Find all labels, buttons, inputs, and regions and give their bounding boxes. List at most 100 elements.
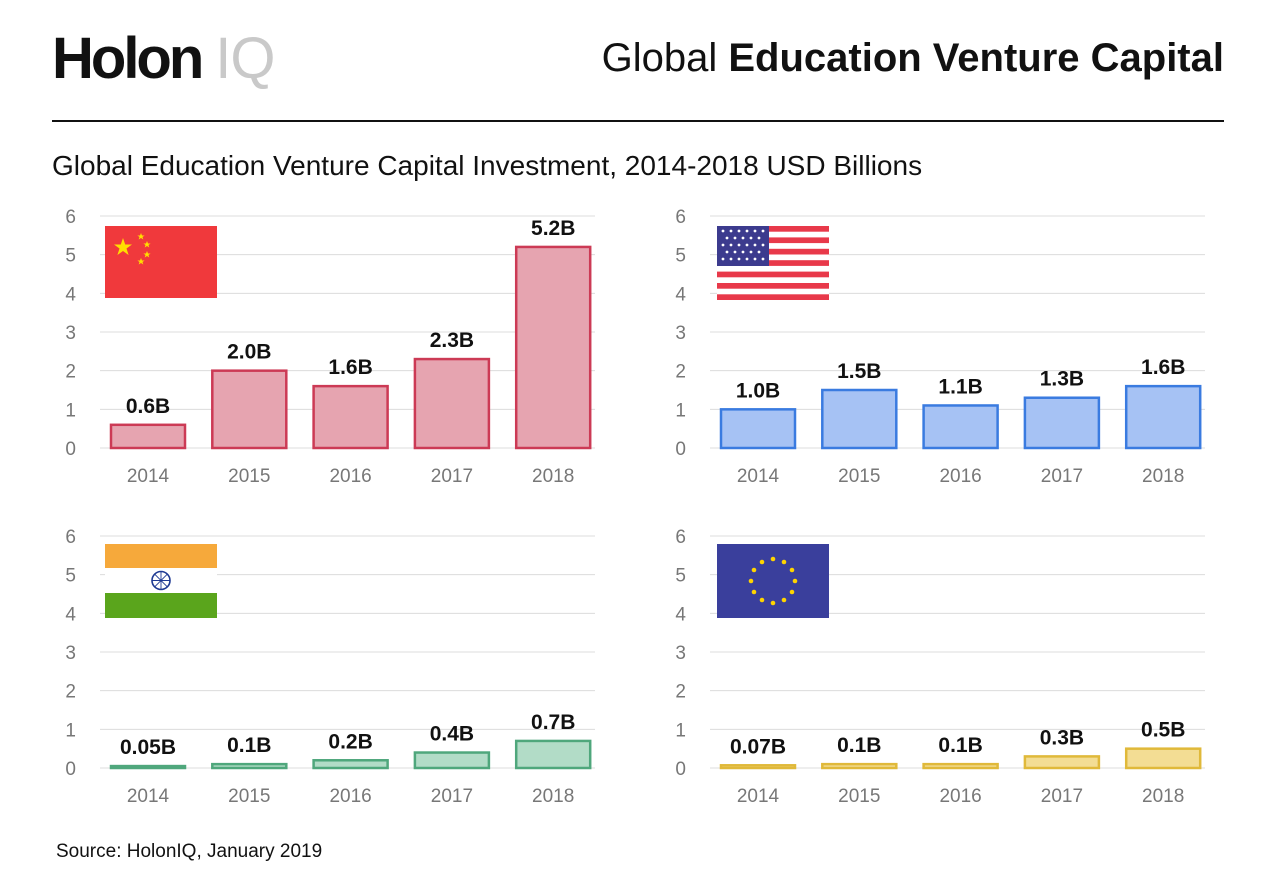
bar-2016 <box>312 759 389 770</box>
x-tick-label: 2016 <box>939 786 981 807</box>
bar-2015 <box>821 388 898 450</box>
bar-2017 <box>1023 755 1101 770</box>
china-flag-field <box>105 226 217 298</box>
y-tick-label: 3 <box>675 323 686 344</box>
bar-value-label: 0.6B <box>126 395 170 418</box>
bar-2018 <box>1124 747 1202 770</box>
source-note: Source: HolonIQ, January 2019 <box>56 841 323 862</box>
y-tick-label: 4 <box>65 284 76 305</box>
bar-value-label: 1.6B <box>1141 356 1185 379</box>
bar-2018 <box>514 739 592 770</box>
logo-sub-text: IQ <box>215 26 275 91</box>
y-tick-label: 6 <box>65 207 76 228</box>
bar-2014 <box>109 423 187 450</box>
usa-flag-stripe <box>717 226 829 232</box>
y-tick-label: 3 <box>65 323 76 344</box>
bar-2017 <box>413 357 491 450</box>
y-tick-label: 0 <box>675 439 686 460</box>
chart-panel-usa: 0 1 2 3 4 5 6 1.0B 2014 1.5B 2015 1.1B 2016 1.3B 2017 1… <box>660 200 1260 510</box>
bar-2018 <box>514 245 592 450</box>
y-tick-label: 6 <box>675 527 686 548</box>
bar-2017 <box>413 751 491 770</box>
y-tick-label: 3 <box>65 643 76 664</box>
bar-2015 <box>211 762 288 770</box>
bar-2017 <box>1023 396 1101 450</box>
bar-2014 <box>719 764 797 770</box>
y-tick-label: 6 <box>675 207 686 228</box>
chart-panel-eu: 0 1 2 3 4 5 6 0.07B 2014 0.1B 2015 0.1B 2016 0.3B 2017… <box>660 520 1260 830</box>
bar-value-label: 1.3B <box>1040 368 1084 391</box>
x-tick-label: 2017 <box>1041 466 1083 487</box>
usa-flag-stripe <box>717 248 829 255</box>
bar-value-label: 0.4B <box>430 723 474 746</box>
logo-main-text: Holon <box>52 26 204 91</box>
y-tick-label: 1 <box>675 400 686 421</box>
bar-2016 <box>922 404 999 450</box>
usa-flag-stars <box>721 229 765 261</box>
bar-2015 <box>821 762 898 770</box>
usa-flag <box>717 226 829 300</box>
page-title-bold: Education Venture Capital <box>728 36 1224 80</box>
bar-value-label: 0.1B <box>938 734 982 757</box>
china-flag-small-star <box>143 241 151 248</box>
usa-flag-canton <box>717 226 769 266</box>
bar-value-label: 0.5B <box>1141 719 1185 742</box>
india-flag-green-band <box>105 593 217 618</box>
x-tick-label: 2018 <box>1142 466 1184 487</box>
x-tick-label: 2015 <box>838 786 880 807</box>
x-tick-label: 2015 <box>838 466 880 487</box>
bar-value-label: 2.0B <box>227 341 271 364</box>
bar-value-label: 0.05B <box>120 736 176 759</box>
x-tick-label: 2017 <box>431 786 473 807</box>
y-tick-label: 6 <box>65 527 76 548</box>
chart-india: 0 1 2 3 4 5 6 0.05B 2014 0.1B 2015 0.2B 2016 0.4B 2017… <box>65 527 595 807</box>
bar-2015 <box>211 369 288 450</box>
usa-flag-stripe <box>717 294 829 300</box>
chart-usa: 0 1 2 3 4 5 6 1.0B 2014 1.5B 2015 1.1B 2016 1.3B 2017 1… <box>675 207 1205 487</box>
bar-value-label: 0.2B <box>328 730 372 753</box>
bar-value-label: 0.07B <box>730 735 786 758</box>
y-tick-label: 1 <box>65 400 76 421</box>
bar-value-label: 0.7B <box>531 711 575 734</box>
y-tick-label: 5 <box>65 246 76 267</box>
eu-flag-stars <box>748 556 798 606</box>
y-tick-label: 5 <box>675 566 686 587</box>
chart-subtitle: Global Education Venture Capital Investm… <box>52 150 923 181</box>
eu-flag <box>717 544 829 618</box>
usa-flag-stripe <box>717 237 829 244</box>
y-tick-label: 2 <box>675 682 686 703</box>
bar-value-label: 0.1B <box>837 734 881 757</box>
bar-value-label: 1.0B <box>736 379 780 402</box>
y-tick-label: 2 <box>65 362 76 383</box>
x-tick-label: 2014 <box>737 786 780 807</box>
india-flag-saffron-band <box>105 544 217 568</box>
y-tick-label: 1 <box>675 720 686 741</box>
china-flag <box>105 226 217 298</box>
ashoka-chakra-spokes <box>152 571 170 590</box>
bar-value-label: 1.6B <box>328 356 372 379</box>
eu-flag-field <box>717 544 829 618</box>
bar-2014 <box>109 764 187 770</box>
y-tick-label: 0 <box>65 759 76 780</box>
page-title: Global Education Venture Capital <box>602 38 1224 78</box>
y-tick-label: 1 <box>65 720 76 741</box>
usa-flag-stripe <box>717 283 829 289</box>
x-tick-label: 2018 <box>532 466 574 487</box>
china-flag-small-star <box>143 251 151 258</box>
header-divider <box>52 120 1224 122</box>
bar-2016 <box>312 384 389 450</box>
x-tick-label: 2018 <box>532 786 574 807</box>
x-tick-label: 2014 <box>737 466 780 487</box>
y-tick-label: 5 <box>65 566 76 587</box>
x-tick-label: 2018 <box>1142 786 1184 807</box>
bar-value-label: 0.3B <box>1040 726 1084 749</box>
bar-2016 <box>922 762 999 770</box>
y-tick-label: 3 <box>675 643 686 664</box>
bar-value-label: 1.5B <box>837 360 881 383</box>
holoniq-logo: Holon IQ <box>52 30 276 88</box>
y-tick-label: 2 <box>675 362 686 383</box>
bar-value-label: 5.2B <box>531 217 575 240</box>
x-tick-label: 2014 <box>127 466 170 487</box>
y-tick-label: 5 <box>675 246 686 267</box>
china-flag-small-star <box>137 233 145 240</box>
